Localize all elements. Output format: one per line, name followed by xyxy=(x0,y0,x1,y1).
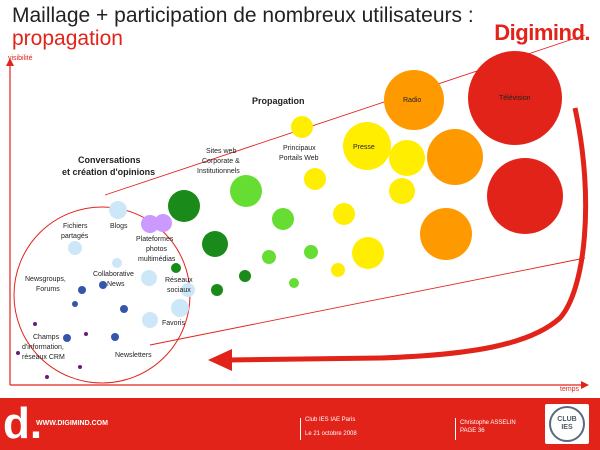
footer-author: Christophe ASSELIN xyxy=(460,420,516,426)
feedback-arrowhead xyxy=(208,349,232,371)
blue-dot-1 xyxy=(78,286,86,294)
slide-subtitle: propagation xyxy=(12,27,123,50)
light-green-bubble-5 xyxy=(289,278,299,288)
plateformes-label-1: Plateformes xyxy=(136,236,174,243)
propagation-diagram: visibilité temps xyxy=(6,34,589,393)
light-green-bubble-2 xyxy=(272,208,294,230)
presse-bubble xyxy=(343,122,391,170)
red-bubble-2 xyxy=(487,158,563,234)
sites-label-2: Corporate & xyxy=(202,158,240,165)
plateformes-label-2: photos xyxy=(146,246,168,253)
club-badge-top: CLUB xyxy=(557,416,577,423)
blue-dot-4 xyxy=(120,305,128,313)
blue-dot-5 xyxy=(111,333,119,341)
yellow-bubble-4 xyxy=(331,263,345,277)
x-axis-label: temps xyxy=(560,386,580,393)
purple-dot-5 xyxy=(45,375,49,379)
footer-bar: d. WWW.DIGIMIND.COM Club IES IAE Paris L… xyxy=(0,398,600,450)
club-ies-logo: CLUB IES xyxy=(549,406,585,442)
collaborative-label-2: News xyxy=(107,281,125,288)
reseaux-bubble-small xyxy=(171,263,181,273)
blogs-label: Blogs xyxy=(110,223,128,230)
yellow-bubble-6 xyxy=(389,140,425,176)
club-ies-badge: CLUB IES xyxy=(545,404,589,444)
dark-green-bubble-2 xyxy=(202,231,228,257)
propagation-label: Propagation xyxy=(252,96,305,106)
reseaux-bubble-2 xyxy=(181,283,195,297)
footer-page: PAGE 36 xyxy=(460,428,485,434)
slide-title: Maillage + participation de nombreux uti… xyxy=(12,4,474,27)
footer-club: Club IES IAE Paris xyxy=(305,417,356,423)
light-green-bubble-3 xyxy=(262,250,276,264)
y-axis-arrowhead xyxy=(6,58,14,66)
newsletters-label: Newsletters xyxy=(115,352,152,359)
fichiers-bubble xyxy=(68,241,82,255)
purple-dot-3 xyxy=(16,351,20,355)
fichiers-label-1: Fichiers xyxy=(63,223,88,230)
conversations-label-1: Conversations xyxy=(78,155,141,165)
newsgroups-label-1: Newsgroups, xyxy=(25,276,66,283)
radio-bubble xyxy=(384,70,444,130)
blue-dot-6 xyxy=(63,334,71,342)
reseaux-bubble-1 xyxy=(141,270,157,286)
plateformes-label-3: multimédias xyxy=(138,256,176,263)
purple-dot-2 xyxy=(84,332,88,336)
champs-label-2: d'information, xyxy=(22,344,64,351)
footer-date: Le 21 octobre 2008 xyxy=(305,431,357,437)
blue-dot-2 xyxy=(99,281,107,289)
yellow-bubble-3 xyxy=(333,203,355,225)
blue-dot-3 xyxy=(72,301,78,307)
dark-green-bubble-1 xyxy=(168,190,200,222)
reseaux-label-1: Réseaux xyxy=(165,277,193,284)
fichiers-label-2: partagés xyxy=(61,233,89,240)
plateformes-bubble-1 xyxy=(141,215,159,233)
plateformes-bubble-2 xyxy=(154,214,172,232)
collaborative-label-1: Collaborative xyxy=(93,271,134,278)
favoris-bubble-2 xyxy=(142,312,158,328)
collaborative-bubble xyxy=(112,258,122,268)
blogs-bubble xyxy=(109,201,127,219)
champs-label-1: Champs xyxy=(33,334,60,341)
portails-label-1: Principaux xyxy=(283,145,316,152)
footer-divider-2 xyxy=(455,418,456,440)
newsgroups-label-2: Forums xyxy=(36,286,60,293)
presse-label: Presse xyxy=(353,144,375,151)
sites-label-1: Sites web xyxy=(206,148,236,155)
yellow-bubble-2 xyxy=(304,168,326,190)
light-green-bubble-1 xyxy=(230,175,262,207)
orange-bubble-2 xyxy=(420,208,472,260)
footer-divider-1 xyxy=(300,418,301,440)
favoris-bubble-1 xyxy=(171,299,189,317)
television-bubble xyxy=(468,51,562,145)
feedback-arrow xyxy=(227,107,589,363)
favoris-label: Favoris xyxy=(162,320,185,327)
conversations-label-2: et création d'opinions xyxy=(62,167,155,177)
television-label: Télévision xyxy=(499,95,531,102)
x-axis-arrowhead xyxy=(581,381,589,389)
sites-label-3: Institutionnels xyxy=(197,168,240,175)
champs-label-3: réseaux CRM xyxy=(22,354,65,361)
yellow-bubble-7 xyxy=(389,178,415,204)
radio-label: Radio xyxy=(403,97,421,104)
y-axis-label: visibilité xyxy=(8,55,33,62)
club-badge-bottom: IES xyxy=(561,424,573,431)
purple-dot-1 xyxy=(33,322,37,326)
yellow-bubble-1 xyxy=(291,116,313,138)
light-green-bubble-4 xyxy=(304,245,318,259)
yellow-bubble-5 xyxy=(352,237,384,269)
footer-logo: d. xyxy=(3,399,43,448)
dark-green-bubble-3 xyxy=(211,284,223,296)
reseaux-label-2: sociaux xyxy=(167,287,191,294)
digimind-logo: Digimind. xyxy=(494,20,590,45)
purple-dot-4 xyxy=(78,365,82,369)
orange-bubble-1 xyxy=(427,129,483,185)
dark-green-bubble-4 xyxy=(239,270,251,282)
portails-label-2: Portails Web xyxy=(279,155,319,162)
footer-url[interactable]: WWW.DIGIMIND.COM xyxy=(36,420,108,427)
cone-lower-line xyxy=(149,257,586,346)
